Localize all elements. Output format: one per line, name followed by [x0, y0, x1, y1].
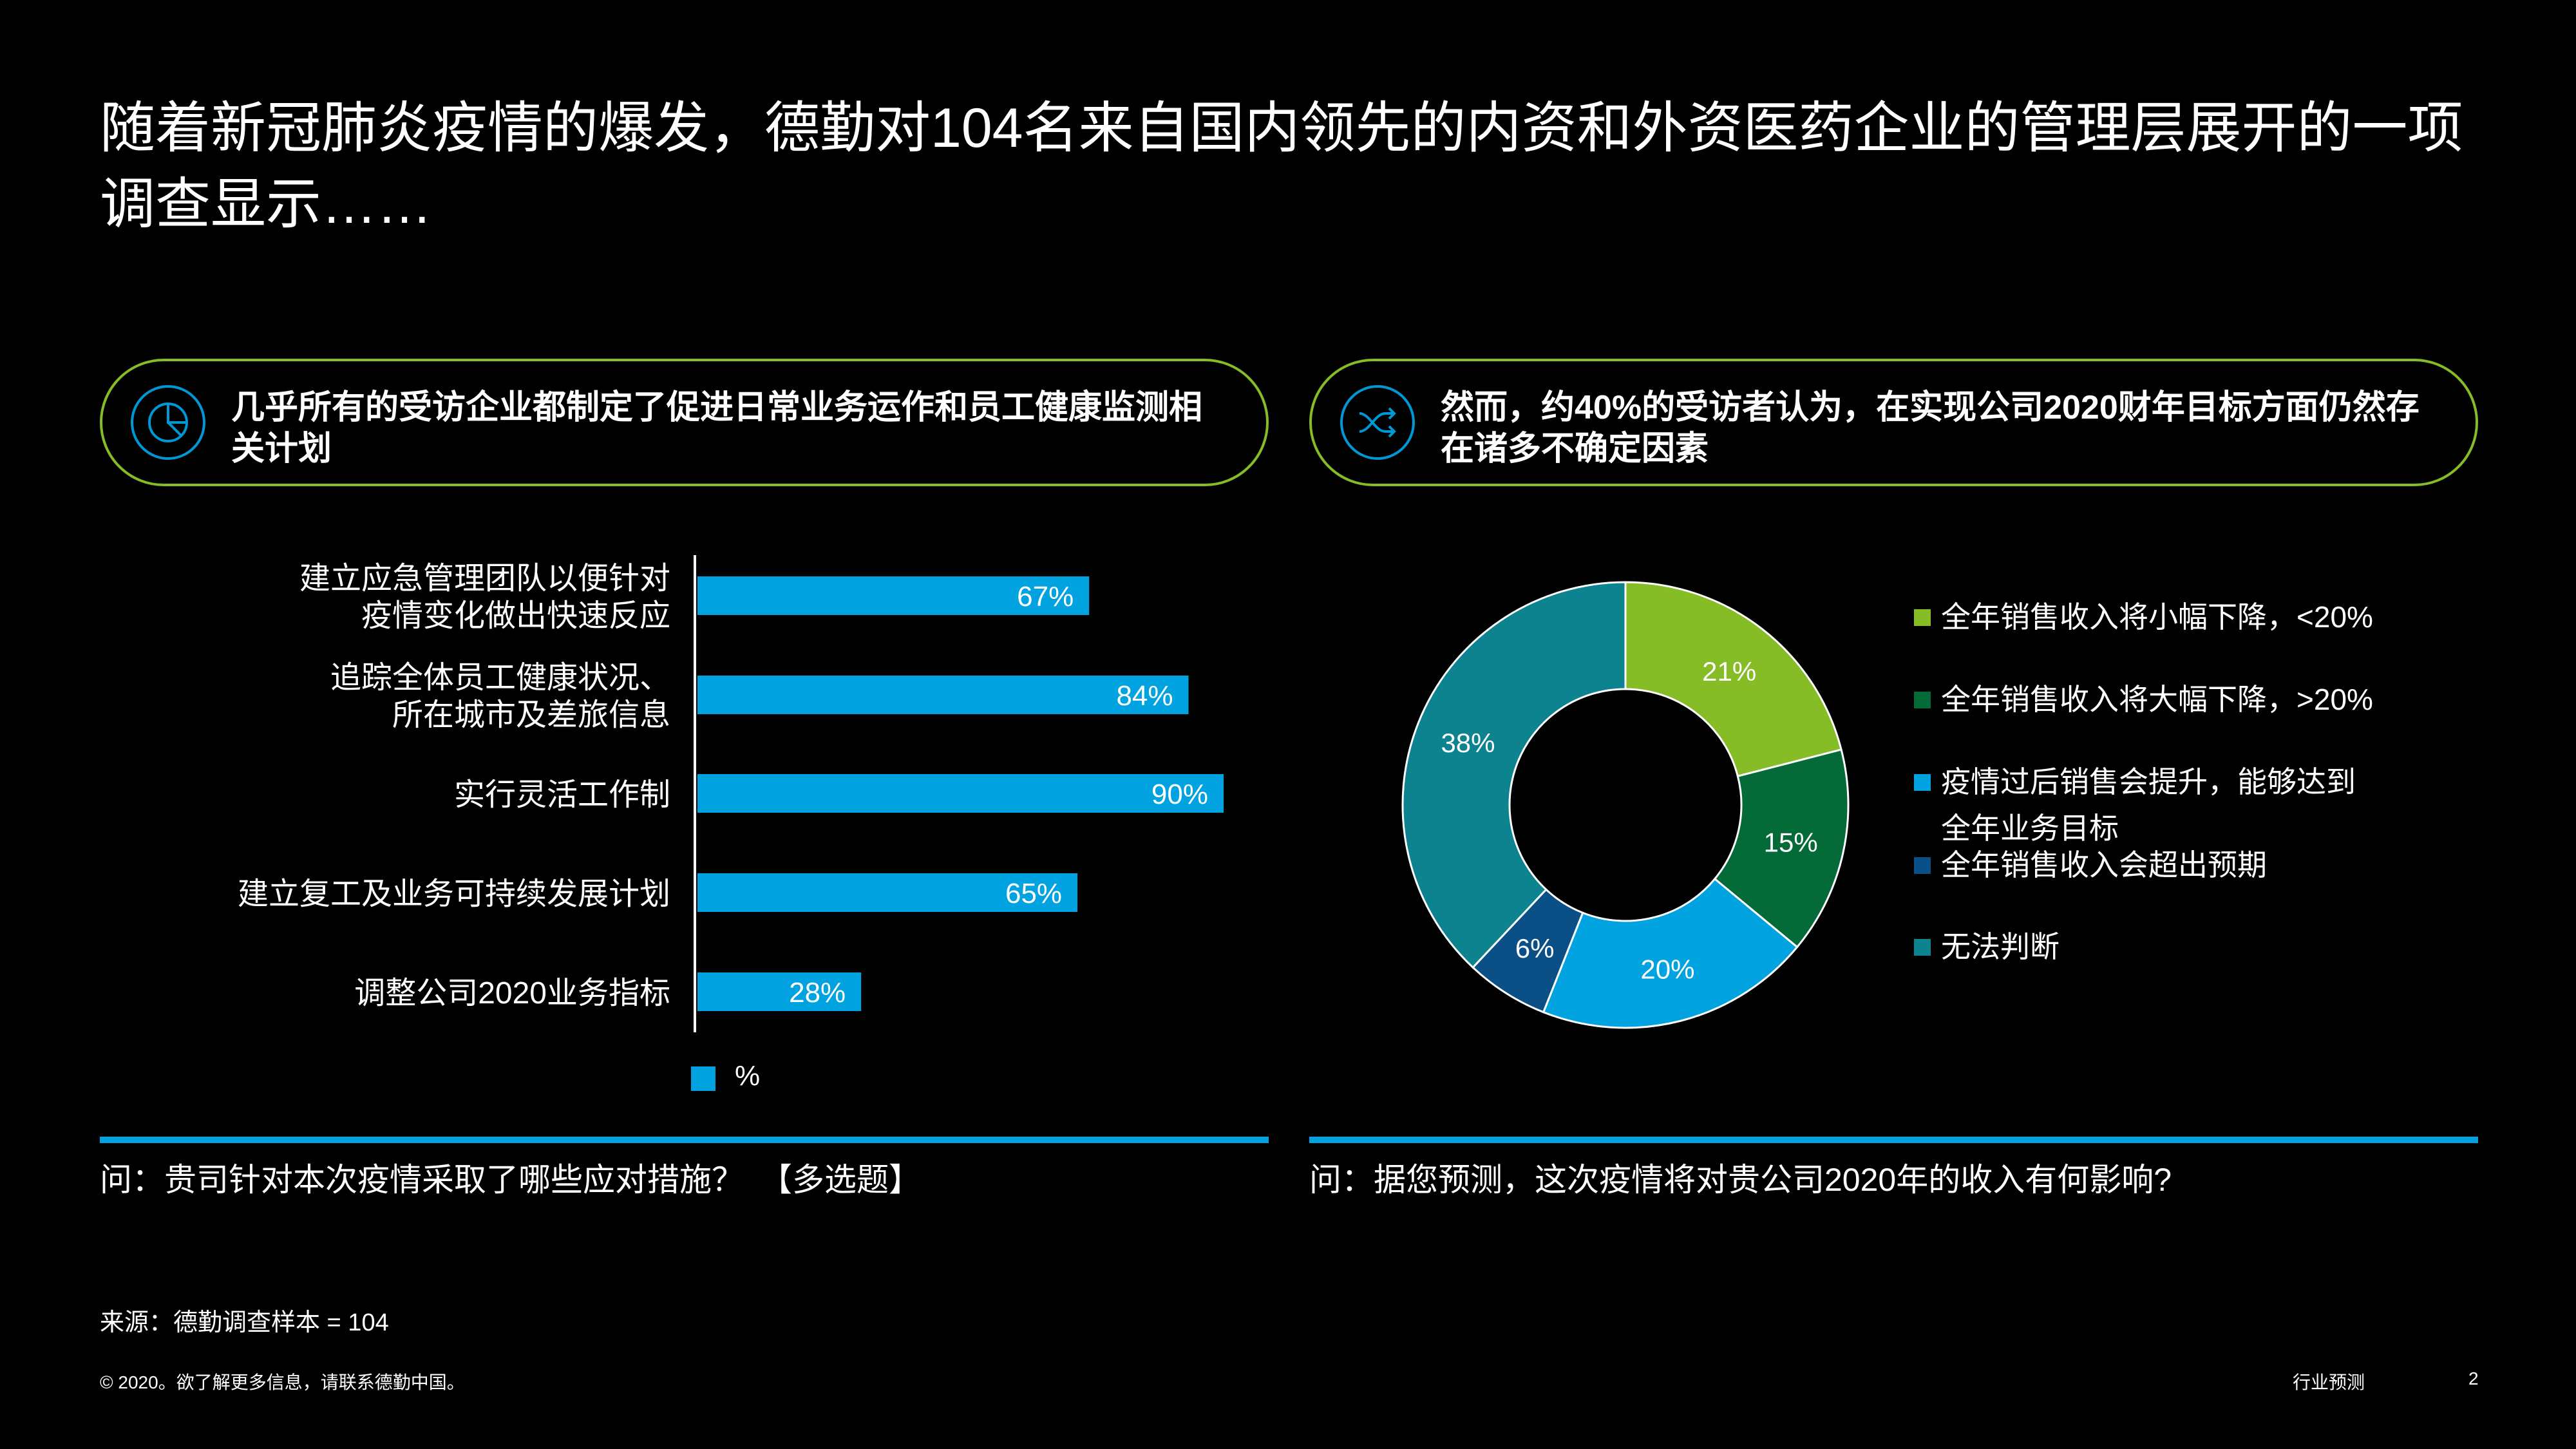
donut-slice — [1713, 748, 1850, 949]
legend-swatch — [1914, 609, 1931, 626]
bar — [697, 774, 1224, 813]
bar-category-label: 调整公司2020业务指标 — [354, 976, 670, 1010]
right-divider — [1309, 1137, 2478, 1143]
donut-slice — [1624, 581, 1842, 778]
bar-value-label: 90% — [1151, 779, 1208, 810]
bar-category-label: 追踪全体员工健康状况、 — [330, 661, 670, 695]
left-divider — [100, 1137, 1269, 1143]
legend-label: 无法判断 — [1941, 930, 2060, 963]
donut-chart: 21% 15% 20% 6% 38% — [1401, 581, 1850, 1029]
donut-slice-label: 38% — [1441, 728, 1495, 758]
bar-category-label: 所在城市及差旅信息 — [392, 698, 670, 732]
bar — [697, 873, 1078, 912]
donut-slice — [1542, 877, 1799, 1029]
legend-label: 全年销售收入将大幅下降，>20% — [1941, 683, 2373, 716]
page-number: 2 — [2468, 1368, 2479, 1388]
legend-label: 全年销售收入会超出预期 — [1941, 848, 2267, 882]
legend-swatch — [1914, 857, 1931, 874]
footer-section: 行业预测 — [2293, 1372, 2365, 1392]
bar-category-label: 建立复工及业务可持续发展计划 — [238, 877, 670, 911]
shuffle-icon — [1340, 385, 1415, 460]
right-question: 问：据您预测，这次疫情将对贵公司2020年的收入有何影响? — [1309, 1162, 2172, 1198]
left-heading-panel: 几乎所有的受访企业都制定了促进日常业务运作和员工健康监测相关计划 — [100, 359, 1269, 486]
donut-slice-label: 20% — [1640, 954, 1694, 985]
bar-legend-label: % — [735, 1060, 761, 1092]
legend-label: 疫情过后销售会提升，能够达到 全年业务目标 — [1941, 765, 2356, 845]
right-heading-panel: 然而，约40%的受访者认为，在实现公司2020财年目标方面仍然存在诸多不确定因素 — [1309, 359, 2478, 486]
pie-chart-icon — [131, 385, 205, 460]
donut-slice — [1401, 581, 1627, 969]
bar-value-label: 67% — [1017, 581, 1074, 612]
right-heading-text: 然而，约40%的受访者认为，在实现公司2020财年目标方面仍然存在诸多不确定因素 — [1441, 389, 2420, 468]
footer-copyright: © 2020。欲了解更多信息，请联系德勤中国。 — [100, 1372, 465, 1392]
legend-swatch — [1914, 939, 1931, 956]
bar-legend-swatch — [691, 1066, 715, 1091]
legend-label: 全年销售收入将小幅下降，<20% — [1941, 600, 2373, 634]
legend-swatch — [1914, 692, 1931, 708]
donut-slice-label: 21% — [1702, 656, 1756, 687]
donut-slice-label: 6% — [1515, 933, 1555, 963]
left-question: 问：贵司针对本次疫情采取了哪些应对措施？ 【多选题】 — [100, 1162, 921, 1198]
bar — [697, 972, 862, 1011]
bar-value-label: 84% — [1116, 680, 1173, 712]
bar-value-label: 65% — [1005, 878, 1062, 909]
source-note: 来源：德勤调查样本 = 104 — [100, 1309, 389, 1336]
bar-category-label: 建立应急管理团队以便针对 — [299, 562, 670, 596]
bar-value-label: 28% — [789, 977, 846, 1009]
bar-category-label: 实行灵活工作制 — [454, 778, 670, 812]
bar — [697, 676, 1189, 714]
bar-category-label: 疫情变化做出快速反应 — [361, 599, 670, 633]
page-title: 随着新冠肺炎疫情的爆发，德勤对104名来自国内领先的内资和外资医药企业的管理层展… — [100, 97, 2463, 235]
donut-slice-label: 15% — [1764, 827, 1818, 857]
bar — [697, 576, 1090, 615]
left-heading-text: 几乎所有的受访企业都制定了促进日常业务运作和员工健康监测相关计划 — [231, 389, 1203, 468]
legend-swatch — [1914, 774, 1931, 791]
